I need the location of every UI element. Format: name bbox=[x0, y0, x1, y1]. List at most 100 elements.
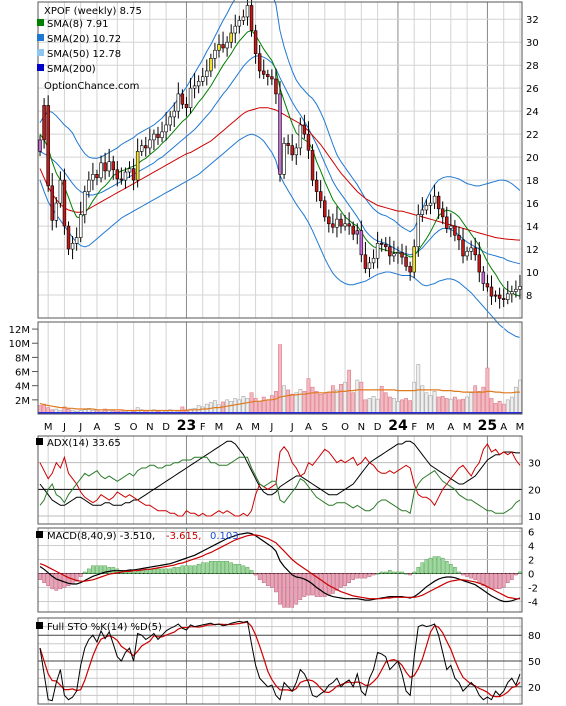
volume-frame bbox=[37, 321, 523, 415]
macd-histogram-bar bbox=[196, 564, 201, 574]
volume-bar bbox=[367, 398, 372, 415]
candle-body bbox=[270, 76, 274, 80]
candle-body bbox=[347, 223, 351, 227]
x-axis-label: A bbox=[94, 422, 101, 433]
macd-histogram-bar bbox=[249, 570, 254, 574]
candle-body bbox=[379, 243, 384, 245]
candle-body bbox=[436, 195, 441, 210]
x-axis-label: A bbox=[447, 422, 454, 433]
volume-bar bbox=[322, 393, 327, 415]
candle-body bbox=[461, 239, 465, 257]
macd-histogram-bar bbox=[444, 560, 449, 574]
candle-body bbox=[262, 70, 266, 75]
candle-body bbox=[257, 53, 262, 72]
candle-body bbox=[359, 230, 364, 256]
macd-histogram-bar bbox=[253, 573, 258, 576]
macd-histogram-bar bbox=[42, 573, 46, 583]
macd-histogram-bar bbox=[497, 573, 502, 590]
macd-histogram-bar bbox=[505, 573, 510, 583]
macd-histogram-bar bbox=[481, 573, 486, 587]
candle-body bbox=[327, 216, 331, 225]
macd-histogram-bar bbox=[396, 571, 400, 574]
adx-series-line bbox=[39, 443, 521, 517]
price-tick-label: 10 bbox=[526, 268, 539, 279]
volume-bar bbox=[461, 398, 465, 415]
macd-histogram-bar bbox=[420, 562, 425, 574]
x-axis-label: N bbox=[358, 422, 365, 433]
candle-body bbox=[217, 44, 221, 51]
volume-bar bbox=[481, 386, 486, 415]
sto-title: Full STO %K(14) %D(5) bbox=[47, 622, 162, 633]
x-axis-label: 25 bbox=[478, 418, 497, 434]
candle-body bbox=[91, 174, 95, 181]
macd-histogram-bar bbox=[501, 573, 506, 588]
candle-body bbox=[375, 243, 380, 259]
macd-histogram-bar bbox=[489, 573, 494, 590]
stochastic-k-line bbox=[39, 620, 521, 702]
candle-body bbox=[87, 179, 91, 192]
candle-body bbox=[144, 145, 148, 149]
macd-histogram-bar bbox=[278, 573, 282, 605]
volume-bar bbox=[326, 391, 331, 415]
volume-bar bbox=[335, 389, 339, 415]
candle-body bbox=[103, 162, 107, 172]
candle-body bbox=[172, 110, 176, 118]
candle-body bbox=[115, 169, 120, 180]
candle-body bbox=[449, 225, 453, 229]
candle-body bbox=[282, 143, 286, 175]
volume-bar bbox=[298, 388, 303, 415]
volume-bar bbox=[249, 392, 254, 415]
volume-bar bbox=[237, 399, 242, 415]
candle-body bbox=[396, 252, 400, 254]
volume-bar bbox=[404, 398, 408, 415]
candle-body bbox=[38, 139, 42, 152]
volume-bar bbox=[265, 399, 270, 415]
candle-body bbox=[237, 20, 242, 27]
volume-bar bbox=[274, 391, 278, 415]
macd-histogram-bar bbox=[143, 570, 148, 574]
candle-body bbox=[400, 252, 404, 258]
x-axis-label: M bbox=[463, 422, 472, 433]
candle-body bbox=[465, 251, 469, 257]
candle-body bbox=[184, 103, 189, 109]
candle-body bbox=[404, 256, 408, 267]
macd-histogram-bar bbox=[343, 573, 347, 587]
macd-histogram-bar bbox=[176, 567, 181, 574]
x-axis-label: N bbox=[146, 422, 153, 433]
sto-legend-swatch bbox=[36, 622, 43, 629]
candle-body bbox=[168, 116, 172, 126]
macd-histogram-bar bbox=[282, 573, 286, 608]
macd-legend-swatch bbox=[36, 531, 43, 538]
macd-histogram-bar bbox=[359, 573, 364, 579]
macd-histogram-bar bbox=[510, 573, 514, 580]
candle-body bbox=[416, 214, 421, 248]
candle-body bbox=[367, 262, 372, 269]
price-tick-label: 16 bbox=[526, 199, 539, 210]
candle-body bbox=[225, 41, 229, 49]
macd-histogram-bar bbox=[200, 562, 205, 574]
adx-series-line bbox=[39, 440, 520, 506]
volume-bar bbox=[424, 392, 429, 415]
volume-bar bbox=[436, 396, 441, 415]
macd-histogram-bar bbox=[74, 573, 79, 582]
volume-bar bbox=[278, 344, 282, 415]
macd-histogram-bar bbox=[351, 573, 356, 580]
volume-bar bbox=[387, 396, 392, 415]
candle-body bbox=[514, 288, 518, 292]
macd-histogram-bar bbox=[241, 565, 246, 574]
x-axis-label: M bbox=[215, 422, 224, 433]
sto-tick-label: 50 bbox=[528, 657, 541, 668]
candle-body bbox=[241, 16, 246, 21]
macd-line bbox=[39, 532, 521, 603]
candle-body bbox=[501, 298, 506, 300]
candle-body bbox=[148, 139, 152, 149]
candle-body bbox=[457, 234, 461, 241]
macd-frame bbox=[37, 527, 523, 613]
candle-body bbox=[428, 202, 433, 206]
volume-bar bbox=[343, 381, 347, 415]
macd-histogram-bar bbox=[217, 560, 221, 574]
candle-body bbox=[74, 237, 79, 244]
macd-histogram-bar bbox=[82, 571, 87, 574]
volume-bar bbox=[453, 396, 457, 415]
candle-body bbox=[205, 70, 209, 77]
